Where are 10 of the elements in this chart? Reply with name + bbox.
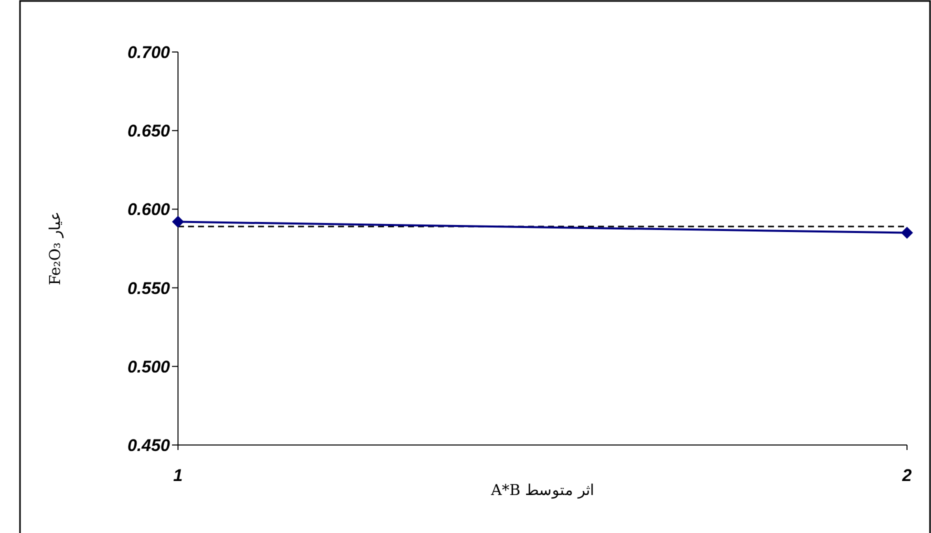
y-tick-label: 0.600 <box>127 200 171 220</box>
y-tick-label: 0.650 <box>127 122 171 141</box>
y-tick-label: 0.700 <box>127 43 171 62</box>
y-tick-label: 0.550 <box>127 278 171 298</box>
x-axis-title: اثر متوسط A*B <box>490 481 594 499</box>
y-tick-label: 0.450 <box>127 436 171 455</box>
x-tick-label: 1 <box>173 466 183 485</box>
y-axis-title: عیار Fe₂O₃ <box>46 212 64 286</box>
y-tick-label: 0.500 <box>127 357 171 376</box>
x-tick-label: 2 <box>901 466 912 485</box>
